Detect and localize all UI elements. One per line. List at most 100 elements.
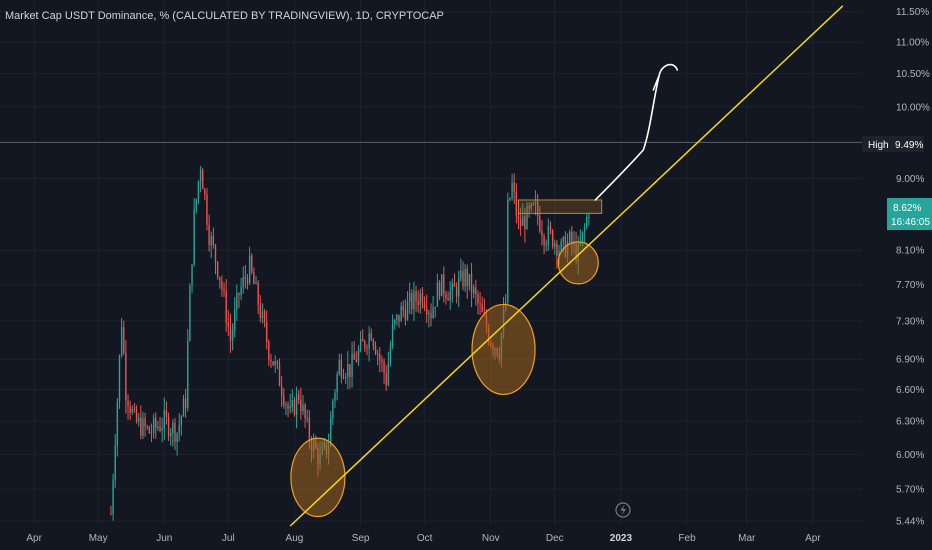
candle-body — [240, 286, 242, 295]
x-tick-label: 2023 — [610, 533, 633, 544]
candle-body — [359, 338, 362, 351]
y-tick-label: 6.30% — [896, 417, 924, 428]
candle-body — [255, 282, 257, 284]
highlight-circle — [290, 437, 346, 518]
candle-body — [408, 293, 411, 302]
candle-body — [227, 322, 230, 327]
candle-body — [355, 359, 358, 362]
y-tick-label: 11.00% — [896, 37, 929, 48]
candle-body — [554, 243, 556, 247]
candle-body — [208, 224, 210, 246]
candle-body — [406, 301, 409, 320]
candle-body — [295, 394, 298, 416]
y-tick-label: 10.50% — [896, 69, 930, 80]
y-tick-label: 5.44% — [896, 516, 924, 527]
candle-body — [545, 243, 547, 246]
candle-body — [302, 404, 304, 412]
candle-body — [234, 309, 236, 330]
candle-body — [385, 373, 387, 386]
candle-body — [259, 305, 262, 319]
candle-body — [118, 355, 121, 402]
candle-body — [114, 445, 116, 480]
candle-body — [180, 416, 183, 425]
candle-body — [581, 231, 584, 242]
candle-body — [411, 293, 413, 310]
candle-body — [536, 201, 539, 217]
candle-body — [475, 287, 477, 295]
y-tick-label: 10.00% — [896, 102, 930, 113]
candle-body — [547, 226, 550, 244]
candle-body — [135, 409, 138, 422]
candle-body — [125, 352, 127, 401]
candle-body — [336, 374, 338, 393]
candle-body — [522, 216, 524, 226]
candle-body — [150, 432, 153, 434]
x-tick-label: Aug — [286, 533, 304, 544]
candle-body — [110, 513, 112, 515]
candle-body — [556, 243, 558, 256]
candle-body — [389, 346, 392, 364]
trendline — [289, 5, 844, 527]
candle-body — [419, 293, 422, 306]
x-tick-label: Apr — [805, 533, 821, 544]
candle-body — [462, 270, 464, 287]
y-tick-label: 8.10% — [896, 246, 924, 257]
y-tick-label: 6.90% — [896, 355, 924, 366]
candle-body — [146, 426, 148, 428]
candle-body — [338, 360, 340, 375]
grid — [0, 0, 862, 526]
candle-body — [129, 406, 131, 413]
overlays — [0, 5, 862, 527]
candle-body — [519, 219, 522, 226]
candle-body — [432, 307, 434, 318]
candle-body — [169, 433, 172, 437]
candle-body — [152, 418, 155, 433]
candle-body — [368, 333, 370, 349]
candle-body — [193, 209, 195, 265]
x-tick-label: Sep — [352, 533, 370, 544]
candle-body — [470, 273, 473, 294]
candle-body — [413, 291, 415, 310]
candle-body — [466, 268, 468, 287]
candle-body — [528, 205, 530, 209]
candle-body — [287, 404, 289, 409]
candle-body — [539, 216, 541, 232]
y-tick-label: 11.50% — [896, 7, 929, 18]
candle-body — [167, 417, 170, 437]
candle-body — [421, 293, 424, 304]
candle-body — [120, 327, 123, 356]
candle-body — [199, 169, 202, 182]
candle-body — [210, 236, 212, 246]
candle-body — [443, 274, 445, 295]
candle-body — [387, 363, 390, 386]
candle-body — [515, 192, 518, 216]
candle-body — [244, 276, 247, 279]
candle-body — [423, 303, 426, 308]
candle-body — [182, 398, 185, 417]
candle-body — [304, 404, 306, 419]
candle-body — [242, 276, 244, 287]
candle-body — [402, 306, 404, 310]
candle-body — [562, 236, 564, 242]
candle-body — [276, 361, 279, 364]
candle-body — [137, 417, 140, 422]
x-tick-label: Dec — [546, 533, 564, 544]
candle-body — [176, 433, 178, 443]
candle-body — [351, 353, 353, 378]
high-label-badge — [862, 136, 894, 152]
candle-body — [513, 182, 515, 193]
candle-body — [178, 424, 180, 434]
price-badge — [887, 198, 932, 230]
candle-body — [417, 300, 419, 306]
candle-body — [189, 285, 191, 341]
candle-body — [278, 363, 281, 386]
candle-body — [451, 282, 454, 291]
candle-body — [560, 241, 562, 251]
lightning-icon[interactable] — [615, 502, 631, 518]
candle-body — [374, 345, 377, 354]
candle-body — [568, 231, 571, 243]
candle-body — [251, 255, 253, 272]
candle-body — [428, 313, 430, 315]
